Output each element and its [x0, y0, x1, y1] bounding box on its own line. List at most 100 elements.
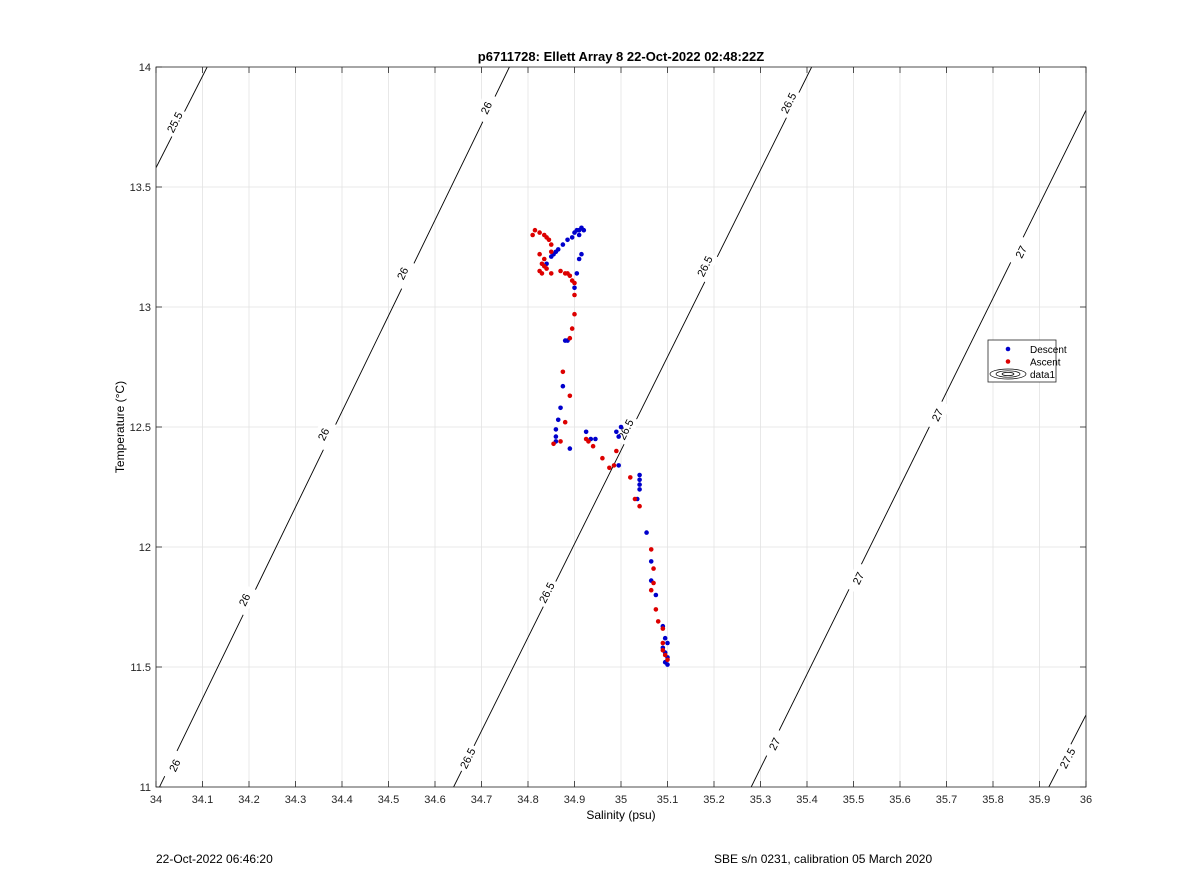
descent-point	[560, 242, 566, 247]
ascent-point	[548, 271, 554, 276]
isopycnal-label: 26	[479, 100, 495, 116]
descent-point	[618, 424, 624, 430]
descent-point	[665, 662, 670, 667]
descent-point	[653, 592, 659, 598]
isopycnal-label: 27	[851, 570, 867, 586]
y-tick-label: 13	[139, 302, 151, 314]
ascent-point	[569, 326, 575, 331]
descent-point	[614, 429, 619, 435]
descent-point	[579, 251, 584, 257]
isopycnal-label-bg	[472, 91, 500, 124]
x-tick-label: 34.9	[564, 794, 585, 806]
ascent-point	[562, 419, 568, 425]
descent-point	[644, 530, 649, 535]
x-tick-label: 35.1	[657, 794, 678, 806]
isopycnal-label-bg	[761, 727, 788, 760]
ascent-point	[541, 256, 547, 262]
ascent-point	[544, 266, 549, 271]
descent-point	[637, 477, 642, 483]
isopycnal-label-bg	[1007, 235, 1035, 268]
ascent-point	[572, 292, 577, 298]
ascent-point	[607, 465, 612, 471]
y-tick-label: 14	[139, 62, 151, 74]
series-descent	[544, 225, 670, 667]
ascent-point	[572, 280, 577, 286]
y-tick-label: 13.5	[130, 182, 151, 194]
x-tick-label: 35.9	[1029, 794, 1050, 806]
descent-point	[553, 427, 559, 432]
chart-title: p6711728: Ellett Array 8 22-Oct-2022 02:…	[478, 49, 764, 64]
x-tick-label: 34	[150, 794, 162, 806]
isopycnal-label-bg	[389, 257, 416, 290]
legend-box	[987, 339, 1057, 383]
ascent-point	[586, 439, 591, 444]
ascent-point	[648, 587, 654, 593]
x-tick-label: 36	[1080, 794, 1092, 806]
isopycnal-label-bg	[161, 749, 188, 782]
ascent-point	[590, 443, 596, 449]
descent-point	[567, 446, 573, 451]
ascent-point	[537, 230, 542, 235]
ascent-point	[651, 580, 656, 586]
ascent-point	[614, 448, 619, 454]
isopycnal-label-bg	[691, 250, 719, 283]
legend-contour-icon	[1001, 372, 1015, 376]
x-tick-label: 34.2	[238, 794, 259, 806]
ascent-point	[551, 441, 556, 447]
descent-point	[576, 232, 582, 238]
isopycnal-label-bg	[1053, 742, 1081, 775]
descent-point	[576, 256, 582, 262]
ascent-point	[648, 547, 654, 552]
ascent-point	[653, 607, 659, 612]
isopycnal-label-bg	[161, 106, 189, 139]
ascent-point	[567, 335, 573, 341]
ascent-point	[567, 273, 573, 279]
ascent-point	[628, 475, 633, 480]
ascent-point	[560, 369, 566, 375]
x-tick-label: 35.8	[982, 794, 1003, 806]
x-axis-label: Salinity (psu)	[586, 808, 655, 822]
isopycnal-label-bg	[775, 86, 802, 120]
descent-point	[665, 640, 670, 646]
x-tick-label: 34.3	[285, 794, 306, 806]
x-tick-label: 34.7	[471, 794, 492, 806]
descent-point	[581, 227, 587, 233]
descent-point	[593, 436, 598, 442]
axis-ticks: 34 34.1 34.2 34.3 34.4 34.5 34.6 34.7 34.8 34.9 35…	[130, 62, 1093, 806]
legend-label: Descent	[1030, 345, 1067, 356]
isopycnal-line	[750, 110, 1086, 787]
ascent-point	[637, 503, 642, 509]
series-ascent	[530, 227, 670, 663]
data-points	[530, 225, 670, 667]
ascent-point	[660, 626, 666, 631]
isopycnal-label-bg	[923, 398, 951, 432]
x-tick-label: 35.3	[750, 794, 771, 806]
isopycnal-label: 27	[1014, 244, 1030, 260]
descent-point	[569, 235, 575, 240]
ascent-point	[558, 439, 563, 444]
descent-point	[574, 271, 580, 276]
isopycnal-label-bg	[454, 742, 481, 775]
descent-point	[555, 417, 561, 423]
x-tick-label: 35.6	[889, 794, 910, 806]
ascent-point	[660, 647, 666, 653]
ascent-point	[530, 232, 535, 238]
descent-point	[662, 635, 668, 641]
ascent-point	[572, 311, 577, 317]
ascent-point	[539, 271, 545, 276]
descent-point	[648, 559, 654, 564]
ascent-point	[600, 455, 605, 461]
isopycnal-label-bg	[533, 576, 560, 609]
descent-point	[553, 434, 559, 439]
descent-point	[616, 463, 621, 468]
descent-point	[637, 482, 642, 487]
ascent-point	[655, 619, 661, 624]
isopycnal-label: 26	[316, 427, 332, 443]
isopycnal-label: 26	[395, 266, 411, 282]
descent-point	[572, 285, 577, 291]
ascent-point	[632, 496, 638, 502]
x-tick-label: 34.4	[331, 794, 352, 806]
ascent-point	[548, 242, 554, 247]
